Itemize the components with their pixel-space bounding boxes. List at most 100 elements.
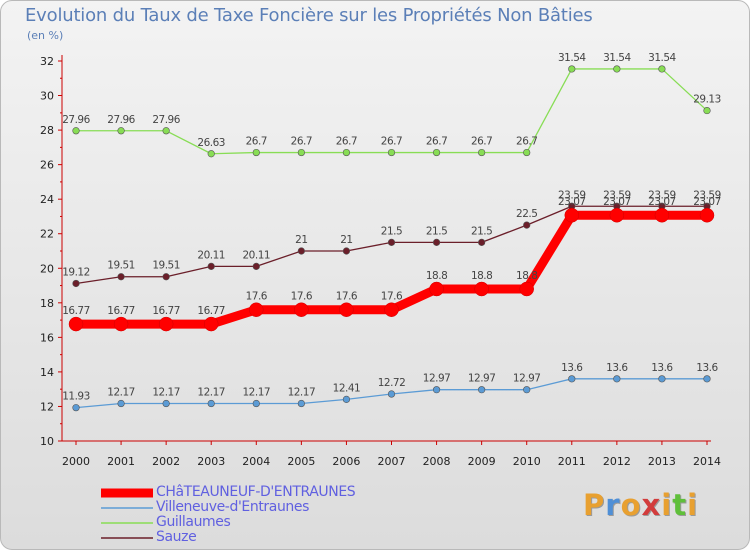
data-label: 17.6 <box>336 291 358 303</box>
data-point <box>162 399 170 408</box>
x-tick-label: 2006 <box>332 455 360 468</box>
data-point <box>207 150 215 158</box>
data-point <box>117 127 125 135</box>
data-label: 12.17 <box>197 387 225 399</box>
y-tick-label: 22 <box>40 228 54 241</box>
data-point <box>658 375 666 383</box>
data-point <box>387 238 396 246</box>
data-point <box>207 399 215 408</box>
legend-label-chateauneuf: CHâTEAUNEUF-D'ENTRAUNES <box>156 484 356 500</box>
data-label: 21 <box>295 234 307 246</box>
chart-title: Evolution du Taux de Taxe Foncière sur l… <box>25 5 593 26</box>
y-tick-label: 14 <box>40 366 54 379</box>
x-tick-label: 2011 <box>558 455 586 468</box>
y-tick-label: 32 <box>40 55 54 68</box>
data-point <box>568 65 576 73</box>
data-label: 23.07 <box>693 196 721 208</box>
data-label: 23.07 <box>558 196 586 208</box>
data-label: 20.11 <box>197 249 225 261</box>
data-label: 26.7 <box>246 136 267 148</box>
data-label: 18.8 <box>516 270 537 282</box>
data-label: 23.59 <box>558 189 586 201</box>
data-point <box>297 247 305 255</box>
data-label: 13.6 <box>561 362 583 374</box>
y-tick-label: 12 <box>40 400 54 413</box>
data-point <box>613 375 621 383</box>
data-label: 19.51 <box>152 260 180 272</box>
data-point <box>113 316 129 332</box>
data-label: 12.97 <box>423 373 451 385</box>
data-label: 27.96 <box>107 114 135 126</box>
logo-letter: x <box>641 488 662 522</box>
data-point <box>478 386 486 394</box>
x-tick-label: 2002 <box>152 455 180 468</box>
data-point <box>478 238 486 246</box>
data-point <box>294 302 309 317</box>
data-point <box>432 238 441 246</box>
data-label: 26.7 <box>516 136 537 148</box>
data-label: 13.6 <box>651 362 673 374</box>
y-tick-label: 10 <box>40 435 54 448</box>
legend-swatch-villeneuve <box>101 507 153 509</box>
data-point <box>72 127 80 135</box>
x-tick-label: 2000 <box>62 455 90 468</box>
x-tick-label: 2012 <box>603 455 631 468</box>
data-point <box>519 281 534 297</box>
data-point <box>252 262 260 270</box>
data-point <box>72 404 80 412</box>
data-label: 23.07 <box>603 196 631 208</box>
data-label: 18.8 <box>426 270 447 282</box>
x-tick-label: 2010 <box>513 455 541 468</box>
x-tick-label: 2001 <box>107 455 135 468</box>
data-label: 12.17 <box>243 387 271 399</box>
data-point <box>658 65 666 73</box>
data-label: 31.54 <box>558 52 586 64</box>
data-label: 31.54 <box>603 52 631 64</box>
y-tick-label: 30 <box>40 90 54 103</box>
data-label: 21.5 <box>426 225 447 237</box>
x-tick-label: 2014 <box>693 455 721 468</box>
data-label: 23.59 <box>693 189 721 201</box>
data-label: 26.7 <box>471 136 492 148</box>
data-label: 26.63 <box>197 137 225 149</box>
data-point <box>384 302 399 317</box>
y-tick-label: 28 <box>40 124 54 137</box>
legend-label-sauze: Sauze <box>156 529 197 545</box>
y-tick-label: 16 <box>40 331 54 344</box>
data-label: 19.12 <box>62 266 90 278</box>
data-label: 29.13 <box>693 94 721 106</box>
legend-swatch-chateauneuf <box>101 488 153 498</box>
y-tick-label: 26 <box>40 159 54 172</box>
data-label: 20.11 <box>243 249 271 261</box>
data-label: 13.6 <box>696 362 718 374</box>
legend-label-villeneuve: Villeneuve-d'Entraunes <box>156 499 309 515</box>
data-label: 17.6 <box>291 291 313 303</box>
data-point <box>203 316 219 332</box>
x-tick-label: 2004 <box>242 455 270 468</box>
data-point <box>654 207 670 223</box>
x-tick-label: 2008 <box>423 455 451 468</box>
data-label: 12.17 <box>152 387 180 399</box>
data-label: 16.77 <box>197 305 225 317</box>
data-label: 12.17 <box>288 387 316 399</box>
data-point <box>523 148 531 157</box>
data-point <box>523 221 531 229</box>
data-label: 13.6 <box>606 362 628 374</box>
logo-letter: r <box>605 488 621 522</box>
logo-letter: i <box>687 488 699 522</box>
data-point <box>432 386 441 394</box>
data-label: 23.07 <box>648 196 676 208</box>
data-label: 26.7 <box>426 136 447 148</box>
data-point <box>249 302 264 317</box>
x-tick-label: 2003 <box>197 455 225 468</box>
data-point <box>609 207 625 223</box>
data-label: 12.97 <box>468 373 496 385</box>
data-label: 19.51 <box>107 260 135 272</box>
data-point <box>162 273 170 281</box>
data-label: 27.96 <box>152 114 180 126</box>
proxiti-logo: Proxiti <box>583 488 698 522</box>
data-point <box>117 399 125 408</box>
data-label: 26.7 <box>291 136 312 148</box>
